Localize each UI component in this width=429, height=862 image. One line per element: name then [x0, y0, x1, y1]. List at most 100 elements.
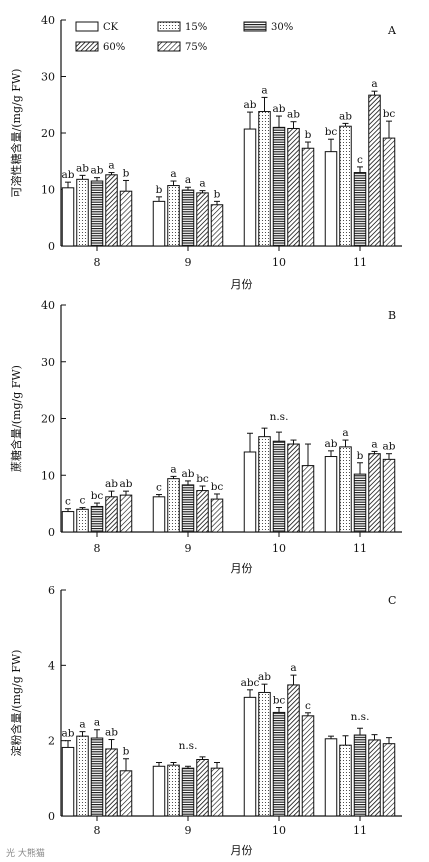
- significance-label: ab: [244, 99, 257, 111]
- y-tick-label: 30: [41, 71, 55, 84]
- significance-label: bc: [211, 481, 224, 493]
- significance-label: bc: [383, 108, 396, 120]
- bar: [152, 765, 166, 817]
- bar: [368, 739, 381, 817]
- significance-label: c: [357, 154, 363, 166]
- legend-label: 30%: [271, 22, 293, 33]
- x-tick-label: 8: [94, 256, 101, 269]
- panel-letter: C: [388, 594, 396, 607]
- legend-swatch: [243, 21, 267, 32]
- significance-label: bc: [325, 126, 338, 138]
- significance-label: b: [123, 746, 130, 758]
- significance-label: a: [94, 717, 100, 729]
- y-tick-label: 0: [48, 526, 55, 539]
- y-tick-label: 0: [48, 810, 55, 823]
- x-tick-label: 9: [185, 256, 192, 269]
- bar: [272, 440, 286, 533]
- significance-label: ab: [273, 103, 286, 115]
- bar: [152, 200, 166, 247]
- bar: [76, 508, 89, 533]
- bar: [119, 770, 133, 817]
- legend: CK 15% 30% 60% 75%: [75, 21, 293, 53]
- bar: [287, 443, 300, 533]
- bar: [243, 128, 257, 247]
- x-tick-label: 10: [272, 824, 286, 837]
- significance-label: c: [305, 700, 311, 712]
- significance-label: c: [156, 482, 162, 494]
- significance-label: a: [170, 463, 176, 475]
- significance-label: b: [123, 167, 130, 179]
- bar: [258, 111, 271, 247]
- legend-label: 15%: [185, 22, 207, 33]
- bar: [301, 465, 315, 533]
- legend-swatch: [157, 21, 181, 32]
- x-tick-label: 11: [353, 542, 367, 555]
- y-tick-label: 10: [41, 184, 55, 197]
- y-tick-label: 0: [48, 240, 55, 253]
- significance-label: ab: [325, 438, 338, 450]
- significance-label: abc: [241, 677, 260, 689]
- bar: [368, 453, 381, 533]
- significance-label: a: [342, 427, 348, 439]
- bar: [287, 127, 300, 247]
- bar: [105, 174, 118, 247]
- y-tick-label: 10: [41, 469, 55, 482]
- y-tick-label: 40: [41, 14, 55, 27]
- bar: [287, 684, 300, 817]
- significance-label: bc: [91, 490, 104, 502]
- y-tick-label: 6: [48, 584, 55, 597]
- significance-label: ab: [258, 671, 271, 683]
- y-tick-label: 40: [41, 299, 55, 312]
- x-axis-label: 月份: [231, 278, 253, 291]
- bar: [339, 446, 352, 533]
- bar: [76, 178, 89, 247]
- significance-label: ab: [339, 110, 352, 122]
- bar: [196, 192, 209, 247]
- significance-label: ab: [76, 162, 89, 174]
- bar: [258, 436, 271, 533]
- significance-label: ab: [182, 468, 195, 480]
- bar: [119, 494, 133, 533]
- y-axis-label: 蔗糖含量/(mg/g FW): [9, 365, 23, 472]
- bar: [210, 204, 224, 247]
- x-tick-label: 10: [272, 542, 286, 555]
- significance-label: b: [305, 129, 312, 141]
- bar: [105, 748, 118, 817]
- legend-swatch: [75, 21, 99, 32]
- watermark: 光 大熊猫: [6, 847, 45, 859]
- bar: [61, 511, 75, 533]
- x-axis-label: 月份: [231, 562, 253, 575]
- x-tick-label: 9: [185, 824, 192, 837]
- significance-label: bc: [196, 473, 209, 485]
- y-tick-label: 2: [48, 735, 55, 748]
- bar: [119, 190, 133, 247]
- bar: [90, 505, 104, 533]
- y-tick-label: 30: [41, 356, 55, 369]
- significance-label: b: [156, 184, 163, 196]
- legend-label: 75%: [185, 42, 207, 53]
- significance-label: c: [80, 495, 86, 507]
- bar: [90, 180, 104, 247]
- bar: [196, 490, 209, 533]
- significance-label: a: [371, 78, 377, 90]
- significance-label: bc: [273, 695, 286, 707]
- significance-label: ab: [120, 478, 133, 490]
- bar: [258, 691, 271, 817]
- bar: [301, 147, 315, 247]
- y-axis-label: 淀粉含量/(mg/g FW): [9, 650, 23, 757]
- bar: [61, 746, 75, 817]
- bar: [167, 185, 180, 247]
- bar: [324, 456, 338, 533]
- significance-label: ab: [287, 109, 300, 121]
- x-tick-label: 11: [353, 256, 367, 269]
- bar: [368, 94, 381, 247]
- bar: [272, 126, 286, 247]
- legend-swatch: [75, 41, 99, 52]
- legend-label: CK: [103, 22, 119, 33]
- y-tick-label: 20: [41, 413, 55, 426]
- y-tick-label: 20: [41, 127, 55, 140]
- significance-label: a: [79, 719, 85, 731]
